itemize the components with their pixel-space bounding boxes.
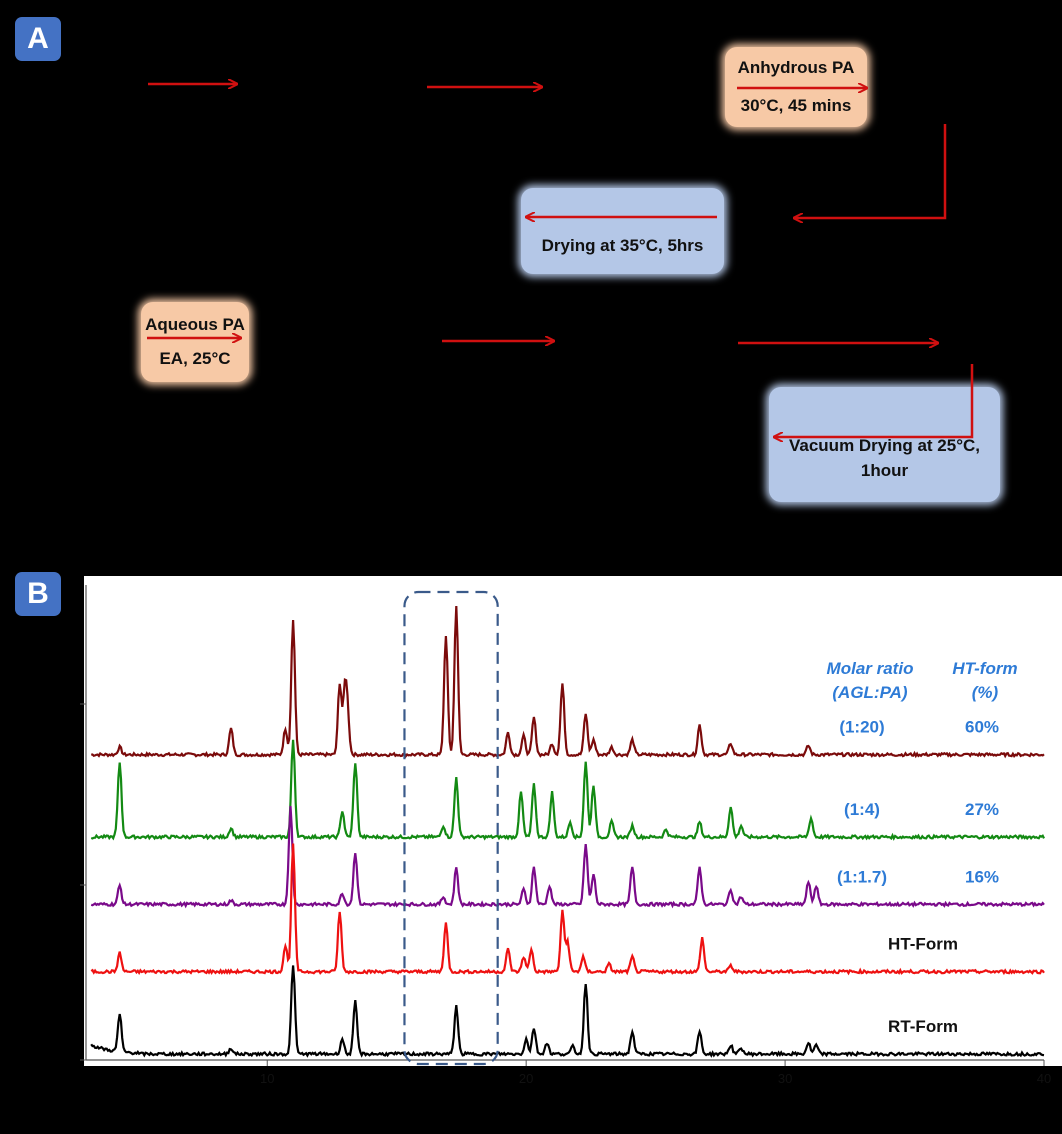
series-line-0 (91, 606, 1045, 759)
legend-header-ratio-2: (AGL:PA) (832, 683, 908, 702)
series-name-label-1: (1:4) (844, 800, 880, 819)
step-anhydrous-line1: Anhydrous PA (737, 57, 855, 77)
step-vacuum-line1: Vacuum Drying at 25°C, (788, 436, 981, 456)
arrow-9 (775, 364, 974, 437)
legend-header-ratio-1: Molar ratio (827, 659, 914, 678)
series-line-1 (90, 739, 1045, 841)
panel-a-badge: A (15, 17, 61, 61)
step-aqueous-box: Aqueous PA EA, 25°C (141, 302, 249, 382)
series-line-2 (90, 806, 1045, 909)
highlight-box (403, 590, 499, 1066)
x-tick-label-1: 20 (519, 1071, 533, 1086)
step-anhydrous-line2: 30°C, 45 mins (740, 96, 852, 115)
legend-header-ht-2: (%) (972, 683, 999, 702)
xrd-chart: 10 20 30 40 Molar ratio (AGL:PA) HT-form (%… (80, 576, 1062, 1086)
x-tick-label-3: 40 (1037, 1071, 1051, 1086)
x-ticks: 10 20 30 40 (260, 1060, 1051, 1086)
series-name-label-0: (1:20) (839, 718, 884, 737)
plot-area (84, 576, 1062, 1066)
arrow-4 (795, 124, 947, 218)
series-name-label-4: RT-Form (888, 1017, 958, 1036)
series-value-label-1: 27% (965, 800, 999, 819)
series-value-label-2: 16% (965, 867, 999, 886)
series-line-3 (90, 843, 1045, 976)
legend-header: Molar ratio (AGL:PA) HT-form (%) (827, 659, 1018, 702)
series-value-label-0: 60% (965, 718, 999, 737)
x-tick-label-0: 10 (260, 1071, 274, 1086)
series-name-label-3: HT-Form (888, 935, 958, 954)
series-line-4 (90, 965, 1045, 1058)
series-group (90, 606, 1045, 1058)
series-name-label-2: (1:1.7) (837, 867, 887, 886)
series-labels: (1:20) 60% (1:4) 27% (1:1.7) 16% HT-Form RT-For… (837, 718, 999, 1036)
step-aqueous-line1: Aqueous PA (145, 314, 245, 334)
y-ticks (80, 703, 86, 1061)
step-vacuum-box: Vacuum Drying at 25°C, 1hour (769, 387, 1000, 502)
x-tick-label-2: 30 (778, 1071, 792, 1086)
flow-arrows (147, 0, 974, 560)
legend-header-ht-1: HT-form (952, 659, 1017, 678)
step-aqueous-line2: EA, 25°C (159, 349, 231, 368)
step-vacuum-line2: 1hour (860, 460, 909, 480)
panel-b-badge: B (15, 572, 61, 616)
step-drying-box: Drying at 35°C, 5hrs (521, 188, 724, 274)
step-drying-line1: Drying at 35°C, 5hrs (541, 235, 704, 255)
